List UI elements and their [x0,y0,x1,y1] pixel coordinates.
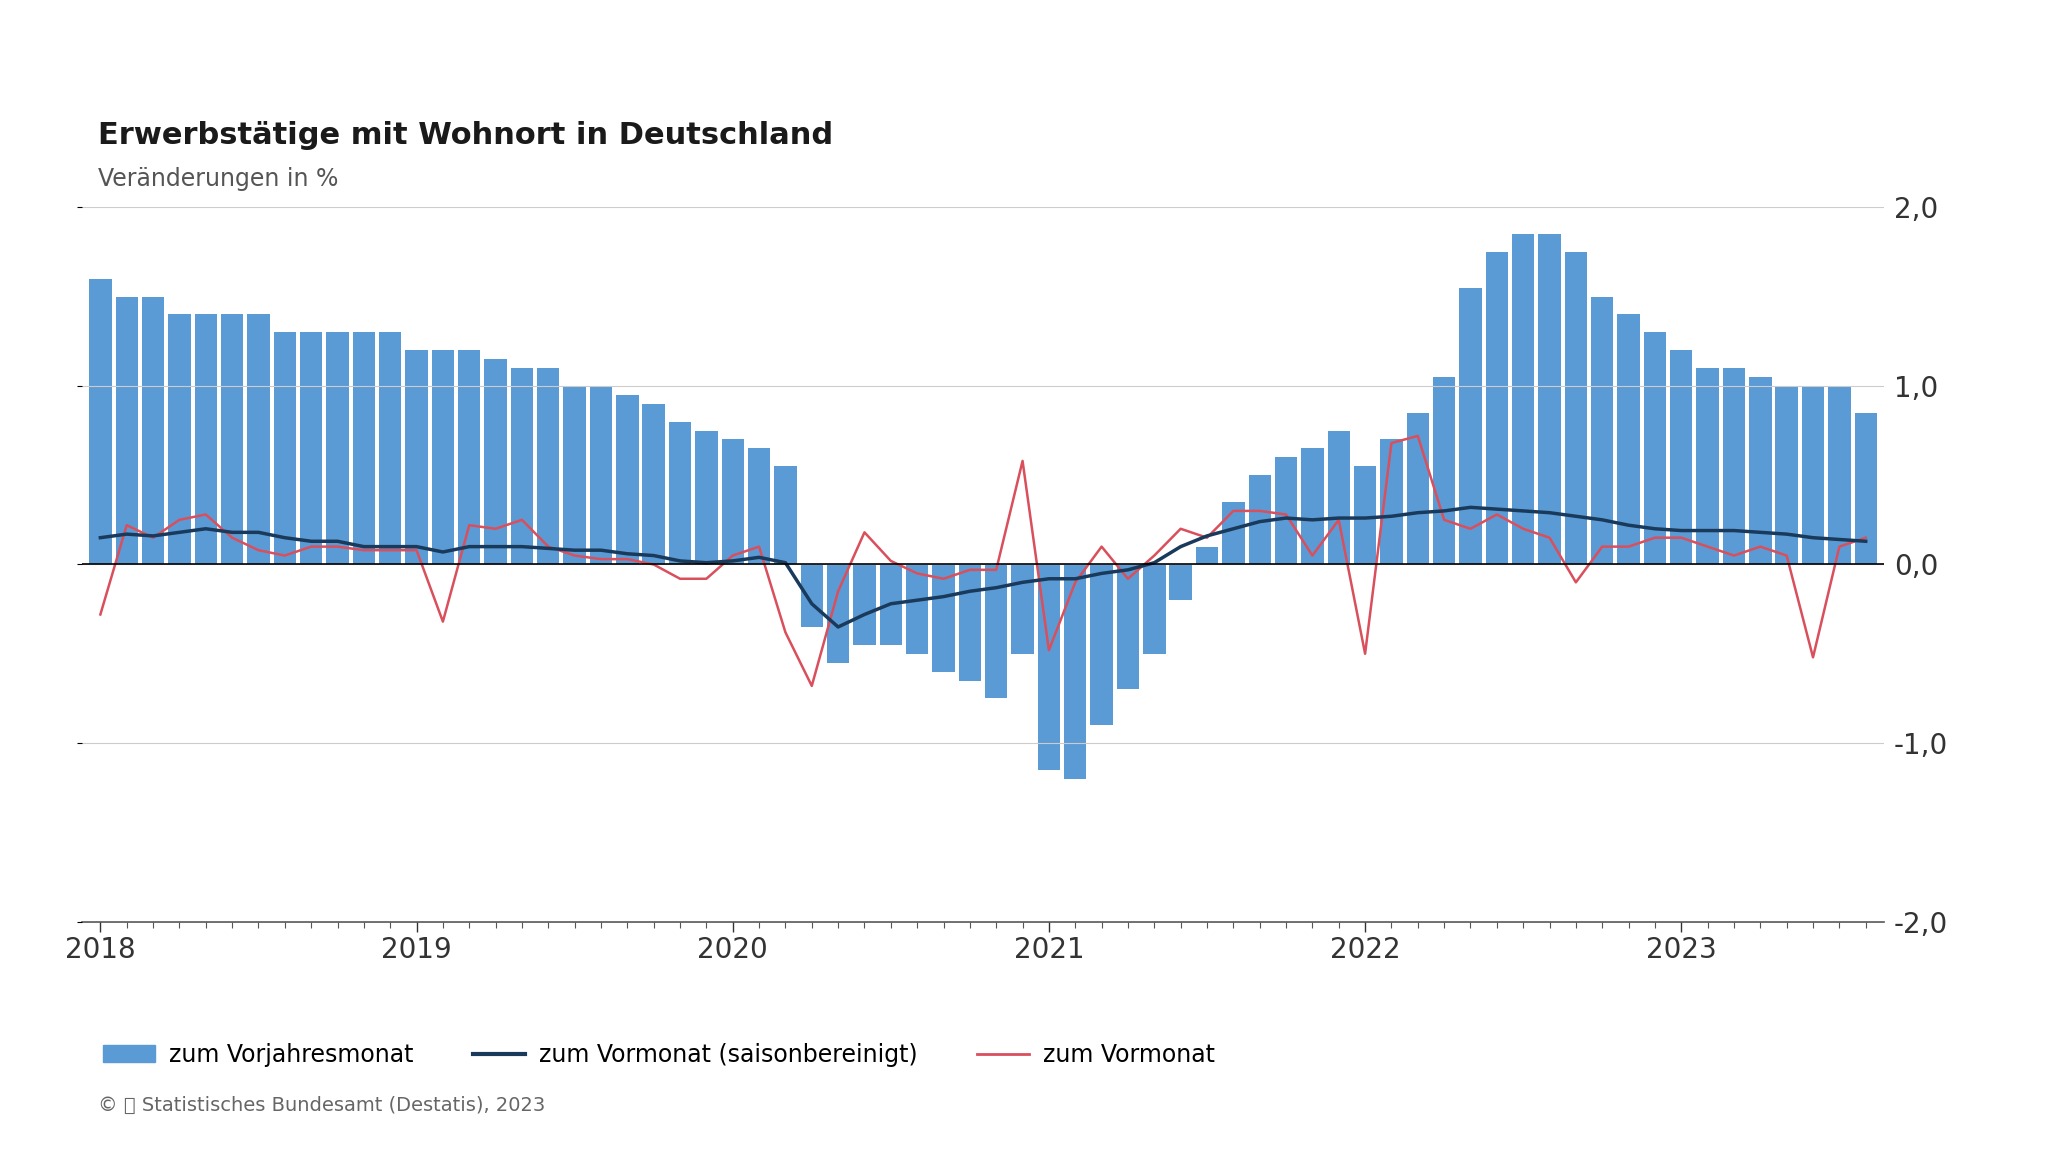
Bar [1249,476,1272,564]
Bar [1749,377,1772,564]
Bar [1829,386,1851,564]
Bar [801,564,823,627]
Bar [1460,288,1481,564]
Bar [485,359,506,564]
Bar [1354,467,1376,564]
Bar [1722,369,1745,564]
Bar [1565,252,1587,564]
Bar [432,350,455,564]
Bar [274,333,297,564]
Bar [1434,377,1456,564]
Text: © 📊 Statistisches Bundesamt (Destatis), 2023: © 📊 Statistisches Bundesamt (Destatis), … [98,1097,545,1115]
Bar [1196,547,1219,564]
Bar [1407,412,1430,564]
Bar [90,279,111,564]
Bar [932,564,954,672]
Bar [1669,350,1692,564]
Bar [1485,252,1507,564]
Text: Veränderungen in %: Veränderungen in % [98,167,338,191]
Bar [1538,234,1561,564]
Bar [563,386,586,564]
Bar [168,314,190,564]
Bar [326,333,348,564]
Bar [115,297,137,564]
Bar [1511,234,1534,564]
Bar [1802,386,1825,564]
Bar [1116,564,1139,689]
Bar [1380,440,1403,564]
Bar [985,564,1008,698]
Bar [1618,314,1640,564]
Bar [616,395,639,564]
Bar [1855,412,1876,564]
Bar [352,333,375,564]
Bar [694,431,717,564]
Bar [881,564,901,645]
Bar [221,314,244,564]
Bar [643,404,666,564]
Bar [379,333,401,564]
Bar [510,369,532,564]
Bar [141,297,164,564]
Bar [721,440,743,564]
Text: Erwerbstätige mit Wohnort in Deutschland: Erwerbstätige mit Wohnort in Deutschland [98,121,834,150]
Bar [1223,502,1245,564]
Bar [1090,564,1112,726]
Bar [905,564,928,654]
Bar [958,564,981,681]
Bar [1274,457,1296,564]
Bar [248,314,270,564]
Bar [406,350,428,564]
Bar [1012,564,1034,654]
Bar [748,448,770,564]
Bar [1065,564,1085,779]
Legend: zum Vorjahresmonat, zum Vormonat (saisonbereinigt), zum Vormonat: zum Vorjahresmonat, zum Vormonat (saison… [94,1033,1225,1076]
Bar [459,350,481,564]
Bar [1038,564,1061,770]
Bar [299,333,322,564]
Bar [537,369,559,564]
Bar [1327,431,1350,564]
Bar [774,467,797,564]
Bar [827,564,850,662]
Bar [195,314,217,564]
Bar [1169,564,1192,600]
Bar [590,386,612,564]
Bar [1645,333,1667,564]
Bar [1143,564,1165,654]
Bar [854,564,877,645]
Bar [1776,386,1798,564]
Bar [1591,297,1614,564]
Bar [1300,448,1323,564]
Bar [670,422,692,564]
Bar [1696,369,1718,564]
